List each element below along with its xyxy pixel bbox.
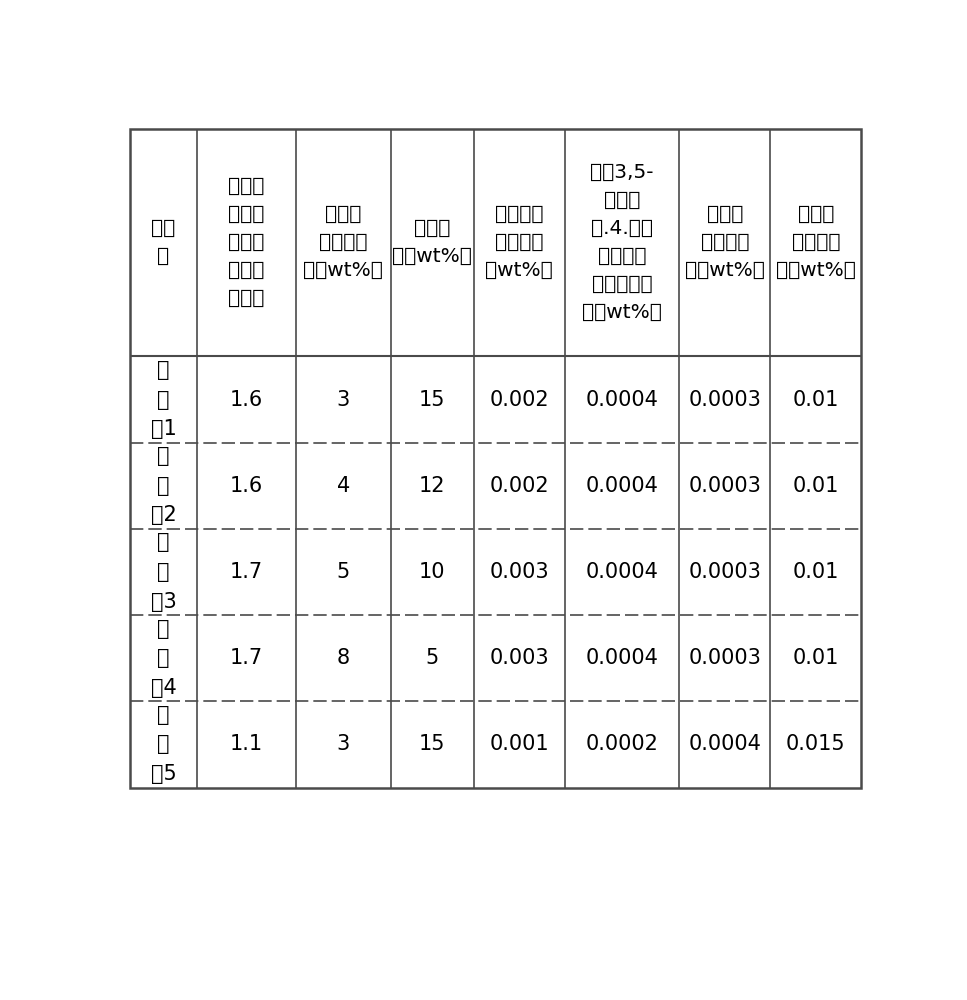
Text: 0.0003: 0.0003 bbox=[689, 648, 761, 668]
Text: 乙二醇
鼯（鼯含
量，wt%）: 乙二醇 鼯（鼯含 量，wt%） bbox=[685, 205, 765, 280]
Text: 1.1: 1.1 bbox=[230, 734, 263, 754]
Text: 实
施
例4: 实 施 例4 bbox=[151, 619, 176, 698]
Text: 0.003: 0.003 bbox=[489, 648, 549, 668]
Text: 3: 3 bbox=[337, 390, 350, 410]
Text: 0.002: 0.002 bbox=[489, 476, 549, 496]
Text: 0.0004: 0.0004 bbox=[689, 734, 761, 754]
Text: 1.6: 1.6 bbox=[230, 476, 263, 496]
Text: 0.0003: 0.0003 bbox=[689, 562, 761, 582]
Text: 实
施
例5: 实 施 例5 bbox=[151, 705, 176, 784]
Text: 5: 5 bbox=[425, 648, 439, 668]
Text: 实
施
例2: 实 施 例2 bbox=[151, 446, 176, 525]
Text: 4: 4 bbox=[337, 476, 350, 496]
Text: 对苯二
甲酸与
乙二醇
的投料
摩尔比: 对苯二 甲酸与 乙二醇 的投料 摩尔比 bbox=[228, 177, 265, 308]
Text: 0.0003: 0.0003 bbox=[689, 390, 761, 410]
Text: 3: 3 bbox=[337, 734, 350, 754]
Text: 0.01: 0.01 bbox=[793, 562, 839, 582]
Text: 0.015: 0.015 bbox=[786, 734, 846, 754]
Bar bbox=[130, 129, 862, 788]
Text: 0.002: 0.002 bbox=[489, 390, 549, 410]
Text: 实施
例: 实施 例 bbox=[152, 219, 176, 266]
Text: 乙二醇
锄（锄含
量，wt%）: 乙二醇 锄（锄含 量，wt%） bbox=[776, 205, 856, 280]
Text: 15: 15 bbox=[419, 390, 446, 410]
Text: 0.0002: 0.0002 bbox=[586, 734, 659, 754]
Text: 新戊二
醇（wt%）: 新戊二 醇（wt%） bbox=[393, 219, 472, 266]
Text: 0.003: 0.003 bbox=[489, 562, 549, 582]
Text: 0.001: 0.001 bbox=[489, 734, 549, 754]
Text: 8: 8 bbox=[337, 648, 350, 668]
Text: 1.7: 1.7 bbox=[230, 648, 263, 668]
Text: 0.01: 0.01 bbox=[793, 648, 839, 668]
Text: 0.0004: 0.0004 bbox=[586, 648, 659, 668]
Text: 12: 12 bbox=[419, 476, 446, 496]
Text: 0.0004: 0.0004 bbox=[586, 476, 659, 496]
Text: 0.0004: 0.0004 bbox=[586, 562, 659, 582]
Text: 1.7: 1.7 bbox=[230, 562, 263, 582]
Text: 0.01: 0.01 bbox=[793, 476, 839, 496]
Text: 实
施
例1: 实 施 例1 bbox=[151, 360, 176, 439]
Text: 1.6: 1.6 bbox=[230, 390, 263, 410]
Text: 5: 5 bbox=[337, 562, 350, 582]
Text: 0.0004: 0.0004 bbox=[586, 390, 659, 410]
Text: 间苯二
甲酸添加
量（wt%）: 间苯二 甲酸添加 量（wt%） bbox=[304, 205, 383, 280]
Text: 0.01: 0.01 bbox=[793, 390, 839, 410]
Text: 0.0003: 0.0003 bbox=[689, 476, 761, 496]
Text: 双（3,5-
二叔丁
基.4.羟基
苄基磷酸
单乙酯）馒
盐（wt%）: 双（3,5- 二叔丁 基.4.羟基 苄基磷酸 单乙酯）馒 盐（wt%） bbox=[582, 163, 662, 322]
Text: 实
施
例3: 实 施 例3 bbox=[151, 532, 176, 612]
Text: 10: 10 bbox=[419, 562, 446, 582]
Text: 15: 15 bbox=[419, 734, 446, 754]
Text: 醋酸丁酸
纤维素酯
（wt%）: 醋酸丁酸 纤维素酯 （wt%） bbox=[485, 205, 553, 280]
